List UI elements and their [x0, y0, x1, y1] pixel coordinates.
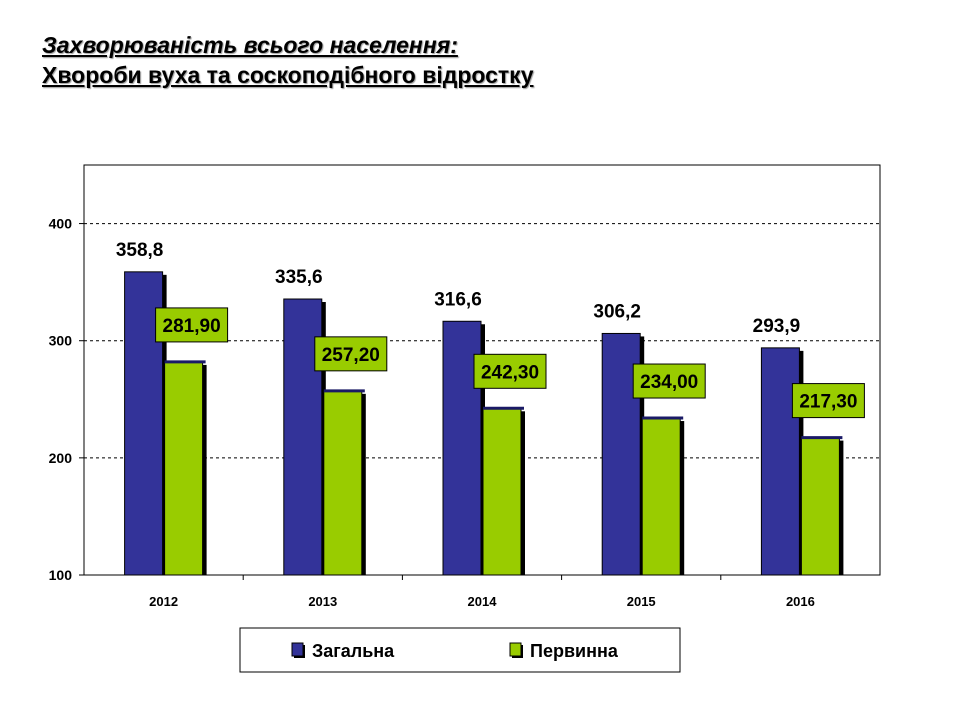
legend-label-1: Первинна: [530, 641, 619, 661]
y-tick-label-400: 400: [49, 216, 73, 232]
x-tick-label-2012: 2012: [149, 594, 178, 609]
bar-total-2016: [760, 347, 800, 576]
data-label-primary-2015: 234,00: [640, 372, 698, 393]
x-tick-label-2015: 2015: [627, 594, 656, 609]
data-label-primary-2013: 257,20: [322, 345, 380, 366]
y-tick-label-100: 100: [49, 567, 73, 583]
bar-primary-2014: [482, 407, 522, 576]
legend-box: [239, 627, 681, 673]
data-label-total-2015: 306,2: [593, 301, 641, 322]
legend-swatch-0: [291, 642, 304, 657]
x-tick-label-2013: 2013: [308, 594, 337, 609]
data-label-primary-2014: 242,30: [481, 362, 539, 383]
y-tick-label-300: 300: [49, 333, 73, 349]
legend-label-0: Загальна: [312, 641, 395, 661]
data-label-box-primary-2012: [155, 307, 229, 343]
bar-primary-2016: [800, 437, 840, 576]
data-label-total-2016: 293,9: [753, 316, 801, 337]
chart-title-block: Захворюваність всього населення: Хвороби…: [42, 30, 533, 90]
y-tick-label-200: 200: [49, 450, 73, 466]
data-label-primary-2016: 217,30: [799, 392, 857, 413]
x-tick-label-2016: 2016: [786, 594, 815, 609]
bar-primary-2015: [641, 417, 681, 576]
data-label-box-primary-2014: [473, 353, 547, 389]
chart-subtitle: Хвороби вуха та соскоподібного відростку: [42, 62, 534, 88]
bar-primary-2012: [164, 361, 204, 576]
legend-swatch-1: [509, 642, 522, 657]
data-label-total-2014: 316,6: [434, 289, 482, 310]
data-label-total-2012: 358,8: [116, 240, 164, 261]
data-label-box-primary-2015: [632, 363, 706, 399]
chart-title: Захворюваність всього населення:: [42, 32, 458, 58]
data-label-total-2013: 335,6: [275, 267, 323, 288]
data-label-primary-2012: 281,90: [163, 316, 221, 337]
data-label-box-primary-2013: [314, 336, 388, 372]
data-label-box-primary-2016: [791, 383, 865, 419]
x-tick-label-2014: 2014: [468, 594, 498, 609]
bar-primary-2013: [323, 390, 363, 576]
